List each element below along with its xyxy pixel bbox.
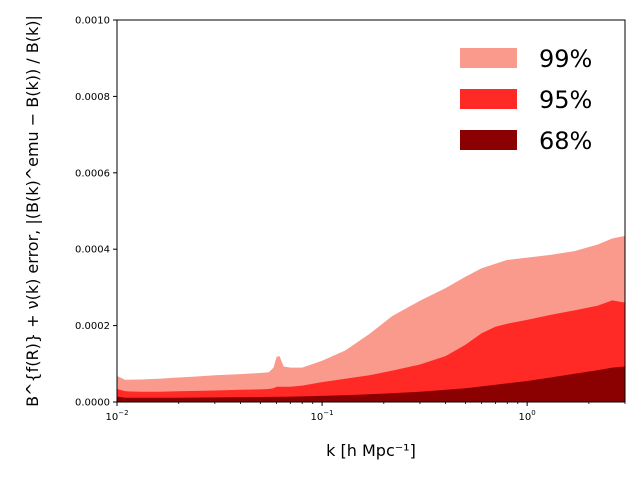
band-95pct <box>117 300 625 402</box>
legend-swatch <box>460 89 517 109</box>
x-tick-label: 10−1 <box>311 409 334 423</box>
y-tick-label: 0.0000 <box>75 398 110 409</box>
y-axis-label: B^{f(R)} + ν(k) error, |(B(k)^emu − B(k)… <box>23 15 42 407</box>
y-tick-label: 0.0010 <box>75 16 110 27</box>
x-axis-label: k [h Mpc⁻¹] <box>326 441 416 460</box>
confidence-bands <box>117 235 625 402</box>
legend-label: 99% <box>539 45 592 73</box>
x-tick-label: 10−2 <box>105 409 128 423</box>
y-axis-ticks: 0.0000 0.0002 0.0004 0.0006 0.0008 0.0010 <box>75 16 117 409</box>
legend-swatch <box>460 130 517 150</box>
y-tick-label: 0.0004 <box>75 245 110 256</box>
y-tick-label: 0.0002 <box>75 321 110 332</box>
band-68pct <box>117 366 625 402</box>
y-tick-label: 0.0008 <box>75 92 110 103</box>
legend-swatch <box>460 48 517 68</box>
legend: 99% 95% 68% <box>460 45 592 155</box>
legend-label: 68% <box>539 127 592 155</box>
plot-frame <box>116 19 626 403</box>
y-tick-label: 0.0006 <box>75 168 110 179</box>
legend-label: 95% <box>539 86 592 114</box>
x-axis-ticks: 10−2 10−1 100 <box>105 402 626 423</box>
x-tick-label: 100 <box>519 409 536 423</box>
